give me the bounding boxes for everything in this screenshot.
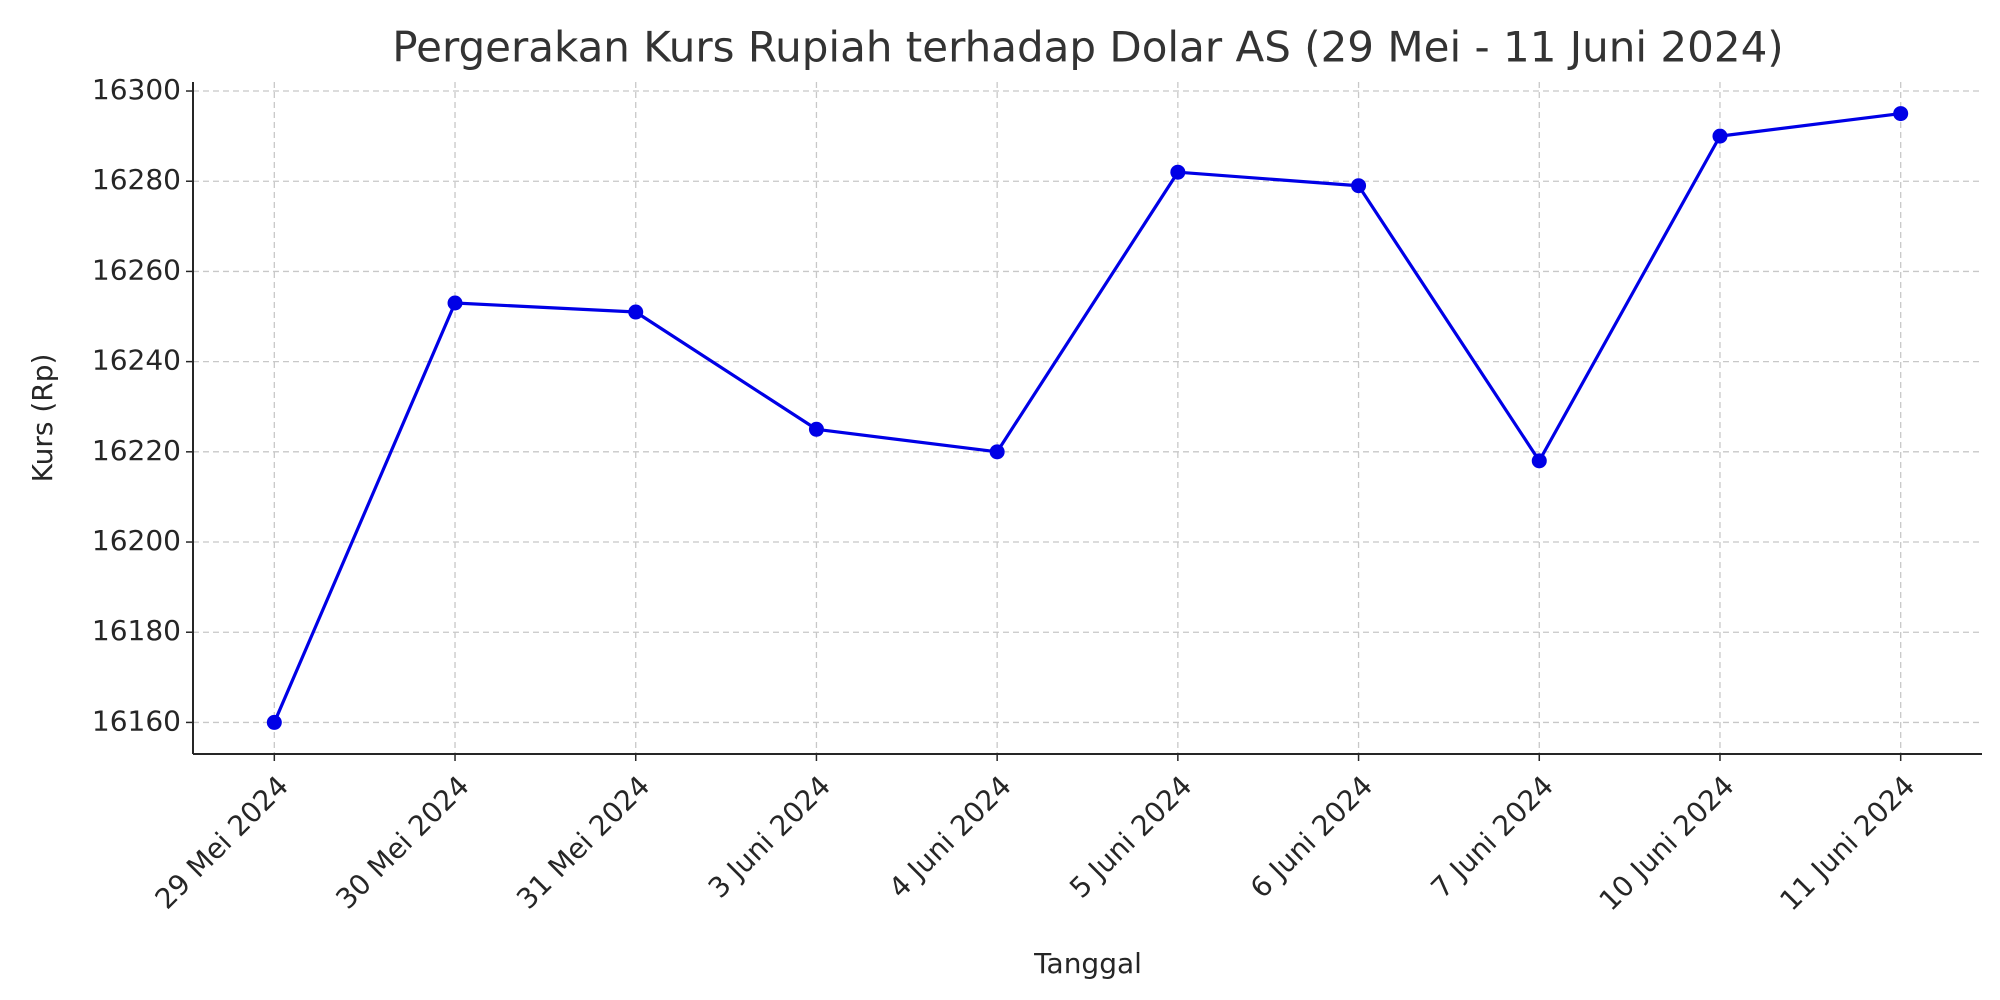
- data-point: [1531, 453, 1547, 469]
- data-point: [1351, 178, 1367, 194]
- x-tick-label: 10 Juni 2024: [1593, 769, 1741, 917]
- data-point: [628, 304, 644, 320]
- data-point: [1170, 164, 1186, 180]
- x-tick-label: 3 Juni 2024: [702, 769, 837, 904]
- x-tick-label: 30 Mei 2024: [329, 769, 475, 915]
- x-tick-label: 11 Juni 2024: [1773, 769, 1921, 917]
- x-tick-label: 4 Juni 2024: [882, 769, 1017, 904]
- data-point: [266, 714, 282, 730]
- data-line: [272, 111, 1901, 724]
- x-tick-label: 7 Juni 2024: [1425, 769, 1560, 904]
- x-tick-label: 31 Mei 2024: [510, 769, 656, 915]
- x-tick-label: 29 Mei 2024: [149, 769, 295, 915]
- y-tick-label: 16300: [92, 73, 181, 106]
- data-point: [1712, 128, 1728, 144]
- x-axis-label: Tanggal: [1033, 947, 1142, 980]
- y-axis-label: Kurs (Rp): [26, 354, 59, 483]
- data-point: [447, 295, 463, 311]
- y-tick-label: 16260: [92, 253, 181, 286]
- y-tick-label: 16200: [92, 524, 181, 557]
- y-tick-label: 16280: [92, 163, 181, 196]
- x-tick-label: 6 Juni 2024: [1244, 769, 1379, 904]
- data-point: [989, 444, 1005, 460]
- y-tick-label: 16180: [92, 614, 181, 647]
- data-point: [808, 421, 824, 437]
- y-tick-label: 16220: [92, 434, 181, 467]
- x-tick-label: 5 Juni 2024: [1063, 769, 1198, 904]
- data-point: [1893, 106, 1909, 122]
- chart-title: Pergerakan Kurs Rupiah terhadap Dolar AS…: [392, 23, 1783, 72]
- y-tick-label: 16160: [92, 704, 181, 737]
- y-tick-label: 16240: [92, 344, 181, 377]
